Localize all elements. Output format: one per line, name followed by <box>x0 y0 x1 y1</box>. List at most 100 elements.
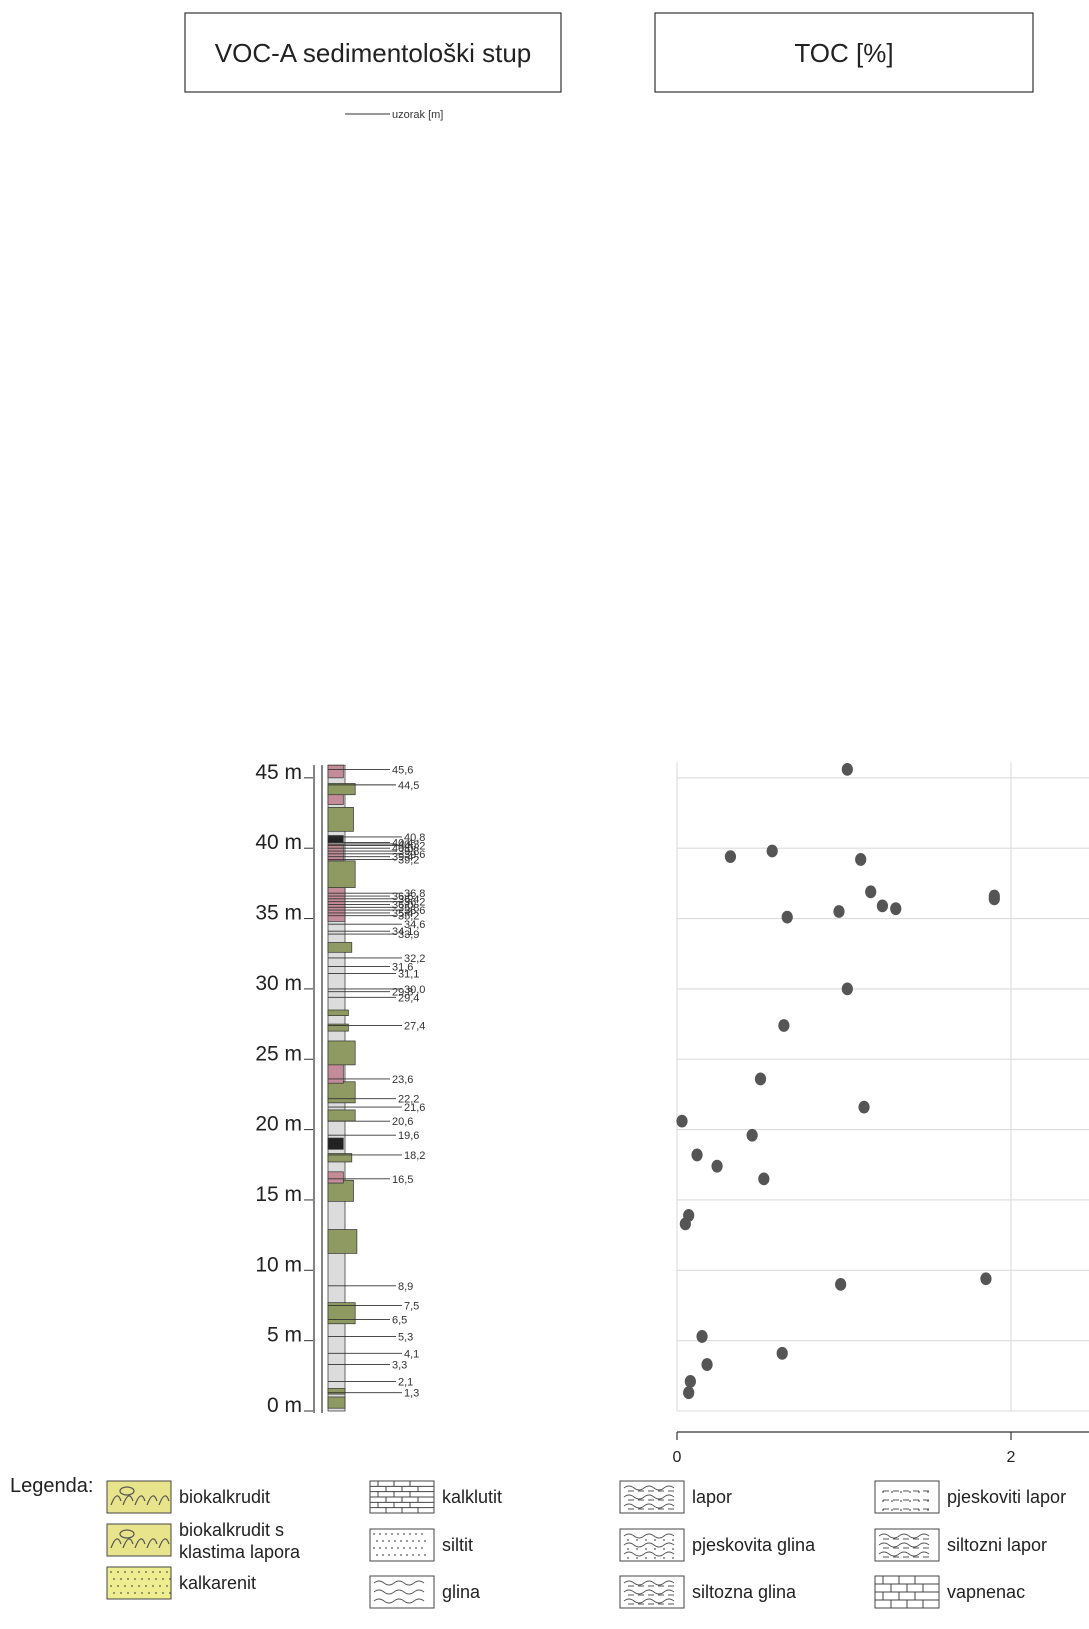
legend-pattern-mark <box>409 1547 411 1549</box>
legend-pattern-mark <box>127 1578 129 1580</box>
legend-pattern-mark <box>113 1578 115 1580</box>
legend-pattern-mark <box>388 1554 390 1556</box>
legend-pattern-mark <box>623 1580 675 1586</box>
legend-pattern-mark <box>623 1533 675 1539</box>
depth-tick-label: 45 m <box>255 761 302 784</box>
sample-label: 40,8 <box>404 832 425 844</box>
sedimentological-column: 0 m 5 m 10 m 15 m 20 m 25 m 30 m 35 m 40 m 45 m uz… <box>255 109 443 1417</box>
lithology-bed <box>327 942 353 953</box>
sample-label: 29,8 <box>392 987 413 999</box>
legend-pattern-mark <box>373 1533 375 1535</box>
lithology-bed <box>327 1388 346 1395</box>
data-point <box>841 982 853 996</box>
data-point <box>676 1114 688 1128</box>
column-title-box: VOC-A sedimentološki stup <box>184 12 562 93</box>
legend-pattern-mark <box>891 1500 893 1502</box>
sample-label: 36,4 <box>398 894 419 906</box>
lithology-bed <box>327 1179 354 1202</box>
legend-item-vapnenac: vapnenac <box>874 1575 1025 1609</box>
legend-pattern-mark <box>882 1509 884 1511</box>
sample-label: 21,6 <box>404 1102 425 1114</box>
legend-pattern-mark <box>127 1592 129 1594</box>
legend-pattern-mark <box>159 1571 161 1573</box>
legend-pattern-mark <box>400 1540 402 1542</box>
legend-pattern-mark <box>654 1548 656 1550</box>
sample-label: 44,5 <box>398 780 419 792</box>
sample-label: 34,6 <box>404 919 425 931</box>
depth-tick-label: 35 m <box>255 902 302 925</box>
sample-label: 5,3 <box>398 1331 413 1343</box>
sample-label: 40,3 <box>398 839 419 851</box>
legend-pattern-mark <box>166 1571 168 1573</box>
legend-item-pjeskoviti-lapor: pjeskoviti lapor <box>874 1480 1066 1514</box>
legend-pattern-mark <box>406 1554 408 1556</box>
lithology-bed <box>327 843 344 862</box>
data-point <box>679 1217 691 1231</box>
legend-label: siltozna glina <box>692 1582 797 1602</box>
legend-pattern-mark <box>162 1578 164 1580</box>
legend-pattern-mark <box>138 1571 140 1573</box>
sample-label: 23,6 <box>392 1074 413 1086</box>
legend-pattern-mark <box>645 1548 647 1550</box>
legend-pattern-mark <box>882 1500 884 1502</box>
data-point <box>781 910 793 924</box>
legend-pattern-mark <box>927 1500 929 1502</box>
legend-pattern-mark <box>376 1554 378 1556</box>
legend-pattern-mark <box>122 1538 134 1549</box>
data-point <box>724 850 737 864</box>
legend-pattern-mark <box>882 1491 884 1493</box>
lithology-bed <box>327 1137 344 1150</box>
legend-pattern-mark <box>148 1578 150 1580</box>
legend-pattern-mark <box>391 1533 393 1535</box>
legend-pattern-mark <box>927 1491 929 1493</box>
legend-pattern-mark <box>623 1485 675 1491</box>
sample-label: 35,4 <box>392 908 413 920</box>
legend-pattern-mark <box>379 1547 381 1549</box>
legend-label: kalkarenit <box>179 1573 256 1593</box>
legend-pattern-mark <box>146 1495 158 1506</box>
legend-pattern-mark <box>110 1585 112 1587</box>
legend-item-pjeskovita-glina: pjeskovita glina <box>619 1528 816 1562</box>
sample-label: 34,1 <box>392 926 413 938</box>
legend-pattern-mark <box>155 1592 157 1594</box>
sample-label: 32,2 <box>404 953 425 965</box>
sample-label: 33,9 <box>398 929 419 941</box>
legend-pattern-mark <box>120 1592 122 1594</box>
sample-label: 31,1 <box>398 968 419 980</box>
sample-label: 45,6 <box>392 764 413 776</box>
legend-pattern-mark <box>663 1539 665 1541</box>
legend-pattern-mark <box>623 1503 675 1509</box>
legend-pattern-mark <box>110 1495 122 1506</box>
legend-pattern-mark <box>162 1592 164 1594</box>
sample-label: 27,4 <box>404 1020 425 1032</box>
sample-label: 39,2 <box>398 854 419 866</box>
legend-pattern-mark <box>909 1500 911 1502</box>
legend-pattern-mark <box>397 1547 399 1549</box>
legend-pattern-mark <box>373 1589 425 1595</box>
legend-pattern-mark <box>403 1533 405 1535</box>
legend-pattern-mark <box>158 1538 170 1549</box>
sample-label: 36,2 <box>404 897 425 909</box>
data-point <box>890 902 902 916</box>
legend-pattern-mark <box>424 1540 426 1542</box>
data-point <box>754 1072 767 1086</box>
legend-pattern-mark <box>409 1533 411 1535</box>
legend-pattern-mark <box>645 1557 647 1559</box>
lithology-bed <box>327 1153 353 1163</box>
data-point <box>711 1159 723 1173</box>
legend-pattern-mark <box>120 1578 122 1580</box>
legend-item-biokalkrudit: biokalkrudit <box>106 1480 270 1514</box>
sample-label: 36,0 <box>392 899 413 911</box>
data-point <box>980 1272 992 1286</box>
legend-pattern-mark <box>672 1539 674 1541</box>
legend-label: biokalkrudit <box>179 1487 270 1507</box>
data-point <box>696 1330 708 1343</box>
legend-pattern-mark <box>394 1540 396 1542</box>
lithology-bed <box>327 1396 346 1409</box>
legend-pattern-mark <box>909 1509 911 1511</box>
sample-label: 39,4 <box>392 852 413 864</box>
legend-pattern-mark <box>124 1571 126 1573</box>
legend-pattern-mark <box>627 1557 629 1559</box>
legend-pattern-mark <box>131 1585 133 1587</box>
legend-pattern-mark <box>385 1533 387 1535</box>
